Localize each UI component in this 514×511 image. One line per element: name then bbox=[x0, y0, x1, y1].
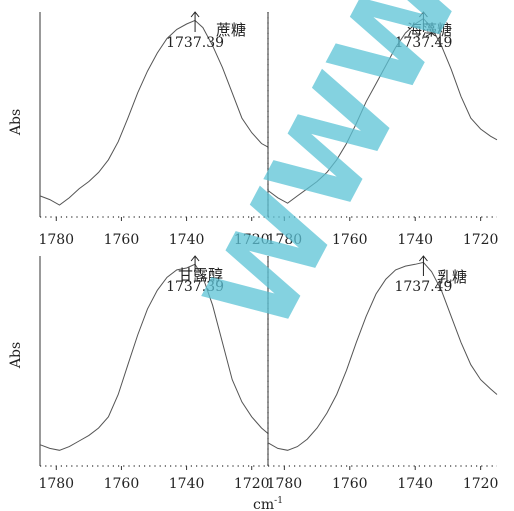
peak-arrow-head bbox=[190, 11, 200, 18]
spectrum-line bbox=[267, 261, 498, 451]
y-axis-label-top: Abs bbox=[8, 109, 24, 136]
x-axis-unit-exponent: -1 bbox=[274, 496, 283, 506]
spectrum-line bbox=[267, 17, 498, 204]
x-tick-label: 1720 bbox=[463, 476, 499, 492]
peak-label: 1737.39 bbox=[166, 279, 224, 295]
x-axis-unit: cm bbox=[253, 497, 274, 511]
x-tick-label: 1720 bbox=[234, 476, 270, 492]
x-tick-label: 1720 bbox=[463, 232, 499, 248]
x-tick-label: 1760 bbox=[104, 476, 140, 492]
x-tick-label: 1780 bbox=[38, 476, 74, 492]
spectrum-line bbox=[39, 19, 269, 206]
peak-label: 1737.39 bbox=[166, 35, 224, 51]
x-tick-label: 1780 bbox=[38, 232, 74, 248]
x-axis-label: cm-1 bbox=[253, 496, 283, 511]
watermark: WWW bbox=[180, 0, 489, 354]
spectrum-line bbox=[39, 263, 269, 451]
x-tick-label: 1740 bbox=[397, 232, 433, 248]
x-tick-label: 1760 bbox=[332, 232, 368, 248]
x-tick-label: 1760 bbox=[104, 232, 140, 248]
x-tick-label: 1780 bbox=[267, 232, 303, 248]
watermark-text: WWW bbox=[180, 0, 489, 354]
peak-label: 1737.49 bbox=[394, 35, 452, 51]
y-axis-label-bottom: Abs bbox=[8, 342, 24, 369]
x-tick-label: 1720 bbox=[234, 232, 270, 248]
sample-name: 乳糖 bbox=[437, 268, 467, 286]
sample-name: 海藻糖 bbox=[407, 21, 452, 39]
x-tick-label: 1740 bbox=[169, 476, 205, 492]
peak-arrow-head bbox=[419, 11, 428, 18]
peak-label: 1737.49 bbox=[394, 279, 452, 295]
x-tick-label: 1760 bbox=[332, 476, 368, 492]
x-tick-label: 1740 bbox=[169, 232, 205, 248]
x-tick-label: 1780 bbox=[267, 476, 303, 492]
peak-arrow-head bbox=[419, 255, 428, 262]
peak-arrow-head bbox=[190, 255, 200, 262]
sample-name: 蔗糖 bbox=[216, 21, 246, 39]
x-tick-label: 1740 bbox=[397, 476, 433, 492]
sample-name: 甘露醇 bbox=[178, 266, 223, 284]
